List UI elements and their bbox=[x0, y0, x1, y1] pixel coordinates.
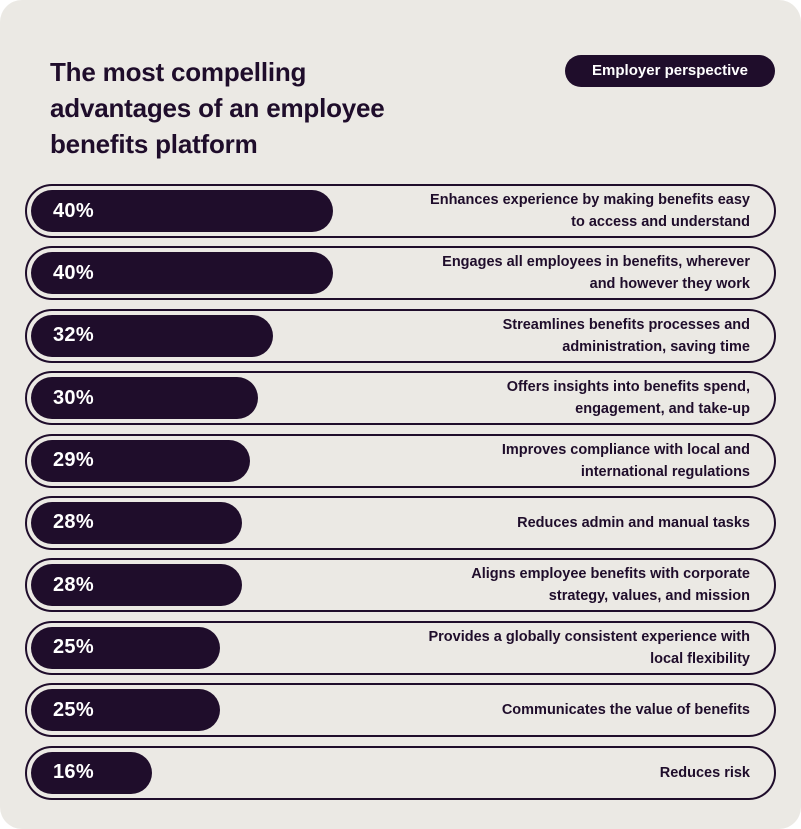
bar: 40% bbox=[31, 190, 333, 232]
bar-category-label: Enhances experience by making benefits e… bbox=[430, 192, 750, 230]
bar-value-label: 28% bbox=[53, 573, 94, 596]
bar-value-label: 16% bbox=[53, 761, 94, 784]
bar: 25% bbox=[31, 689, 220, 732]
perspective-badge: Employer perspective bbox=[565, 55, 775, 87]
bar: 28% bbox=[31, 501, 243, 544]
bar-value-label: 29% bbox=[53, 449, 94, 472]
bar-category-label: Offers insights into benefits spend, eng… bbox=[506, 379, 750, 418]
bar-row: 28% Reduces admin and manual tasks bbox=[25, 495, 776, 550]
bar-row: 32% Streamlines benefits processes and ad… bbox=[25, 308, 776, 363]
bar-value-label: 30% bbox=[53, 386, 94, 409]
chart-title: The most compelling advantages of an emp… bbox=[50, 57, 385, 159]
bar-value-label: 25% bbox=[53, 636, 94, 659]
bar-row: 28% Aligns employee benefits with corpora… bbox=[25, 558, 776, 613]
bar-row: 16% Reduces risk bbox=[25, 745, 776, 800]
bar-category-label: Reduces risk bbox=[659, 764, 750, 781]
bar-row: 25% Provides a globally consistent experi… bbox=[25, 620, 776, 675]
bar-category-label: Reduces admin and manual tasks bbox=[517, 514, 750, 531]
bar: 29% bbox=[31, 439, 250, 482]
bar-category-label: Provides a globally consistent experienc… bbox=[428, 628, 750, 667]
bar: 25% bbox=[31, 626, 220, 669]
bar-row: 30% Offers insights into benefits spend, … bbox=[25, 371, 776, 426]
bar-row: 29% Improves compliance with local and in… bbox=[25, 433, 776, 488]
bar: 40% bbox=[31, 252, 333, 295]
bar: 30% bbox=[31, 377, 258, 420]
bar-list: 40% Enhances experience by making benefit… bbox=[25, 184, 776, 808]
bar: 28% bbox=[31, 564, 243, 607]
bar-category-label: Streamlines benefits processes and admin… bbox=[502, 316, 750, 355]
bar-category-label: Engages all employees in benefits, where… bbox=[442, 254, 750, 293]
bar-value-label: 40% bbox=[53, 199, 94, 222]
bar-category-label: Improves compliance with local and inter… bbox=[501, 441, 750, 480]
bar-value-label: 28% bbox=[53, 511, 94, 534]
bar: 16% bbox=[31, 751, 152, 794]
bar-value-label: 40% bbox=[53, 261, 94, 284]
bar-category-label: Aligns employee benefits with corporate … bbox=[471, 566, 750, 605]
bar-row: 25% Communicates the value of benefits bbox=[25, 683, 776, 738]
bar: 32% bbox=[31, 314, 273, 357]
bar-value-label: 32% bbox=[53, 324, 94, 347]
bar-row: 40% Engages all employees in benefits, wh… bbox=[25, 246, 776, 301]
bar-row: 40% Enhances experience by making benefit… bbox=[25, 184, 776, 238]
bar-category-label: Communicates the value of benefits bbox=[501, 702, 750, 719]
bar-value-label: 25% bbox=[53, 698, 94, 721]
